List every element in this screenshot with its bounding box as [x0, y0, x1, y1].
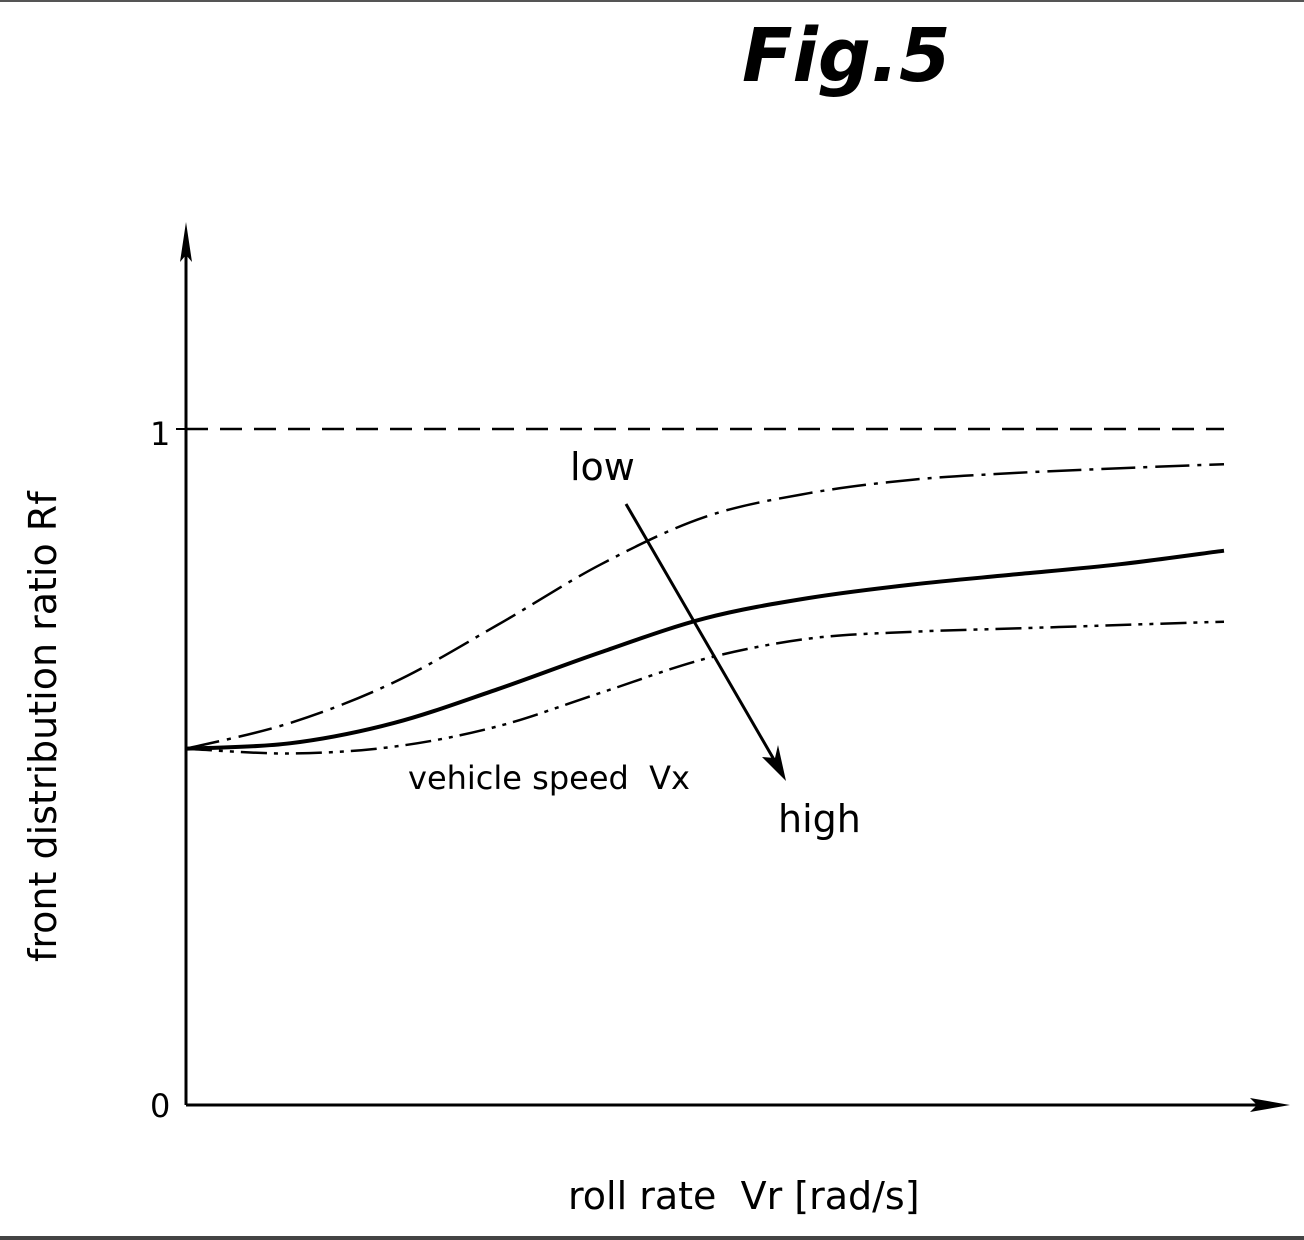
- high-label: high: [778, 797, 861, 841]
- bottom-border: [0, 1236, 1304, 1240]
- vehicle-speed-label: vehicle speed Vx: [408, 759, 690, 797]
- vehicle-speed-arrow: [624, 503, 782, 771]
- y-axis-arrowhead: [180, 222, 192, 262]
- top-border: [0, 0, 1304, 2]
- y-axis: [180, 222, 192, 1105]
- figure-title: Fig.5: [742, 13, 951, 99]
- vehicle-speed-arrowhead: [762, 745, 786, 781]
- series-line-dash-dot: [185, 462, 1225, 750]
- series-group: [185, 462, 1225, 755]
- y-tick-label-0: 0: [150, 1087, 170, 1125]
- x-axis: [186, 1098, 1290, 1112]
- x-axis-label: roll rate Vr [rad/s]: [568, 1174, 920, 1218]
- low-label: low: [570, 445, 635, 489]
- x-axis-arrowhead: [1250, 1098, 1290, 1112]
- series-line-solid: [185, 548, 1225, 751]
- series-line-dash-dot-dot: [185, 620, 1225, 755]
- y-axis-label: front distribution ratio Rf: [21, 490, 65, 962]
- y-tick-label-1: 1: [150, 415, 170, 453]
